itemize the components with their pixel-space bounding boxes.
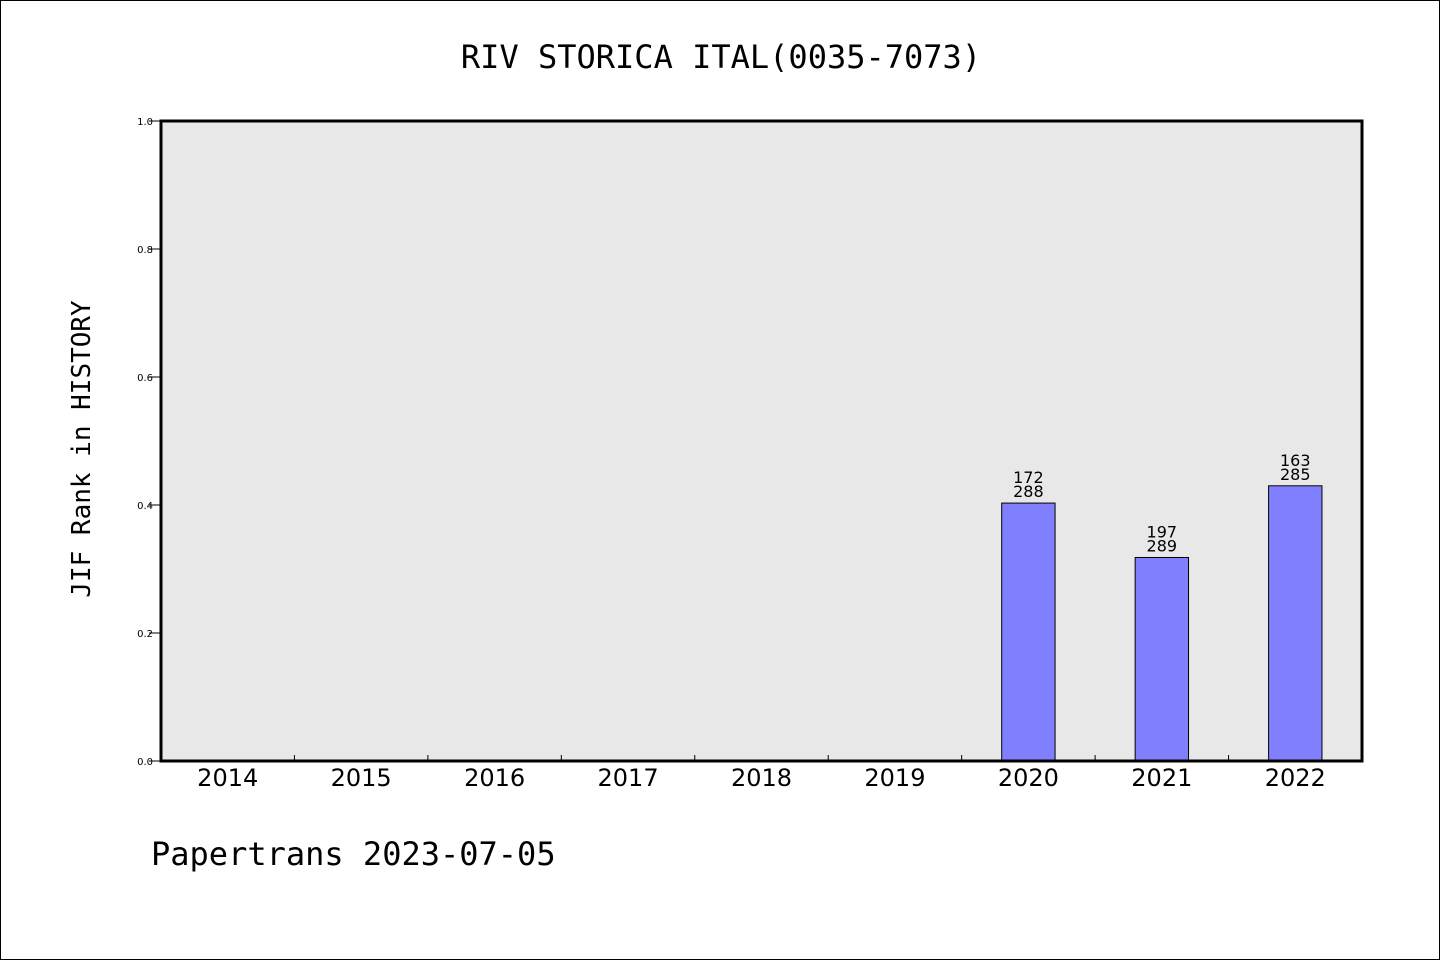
x-tick-label: 2017 (598, 764, 659, 792)
x-axis: 2014 2015 2016 2017 2018 2019 2020 2021 2022 (197, 755, 1326, 792)
x-tick-label: 2016 (464, 764, 525, 792)
y-tick-label: 0.2 (137, 629, 153, 640)
bar-rank-label: 163 (1280, 451, 1311, 470)
y-tick-label: 0.6 (137, 373, 153, 384)
footer-credit: Papertrans 2023-07-05 (151, 835, 556, 873)
bars-group (1001, 485, 1323, 762)
x-tick-label: 2020 (998, 764, 1059, 792)
y-axis-label: JIF Rank in HISTORY (67, 300, 97, 598)
plot-border (159, 119, 1364, 763)
x-tick-label: 2019 (864, 764, 925, 792)
y-tick-label: 0.8 (137, 245, 153, 256)
bar-2022 (1268, 485, 1323, 762)
bar-2020 (1001, 502, 1056, 762)
x-tick-label: 2021 (1131, 764, 1192, 792)
bar-2021 (1134, 556, 1190, 762)
x-tick-label: 2015 (331, 764, 392, 792)
x-tick-label: 2018 (731, 764, 792, 792)
x-tick-label: 2014 (197, 764, 258, 792)
bar-rank-label: 197 (1147, 522, 1178, 541)
y-axis: 0.0 0.2 0.4 0.6 0.8 1.0 (137, 117, 161, 768)
x-tick-label: 2022 (1265, 764, 1326, 792)
y-tick-label: 0.0 (137, 757, 153, 768)
y-tick-label: 0.4 (137, 501, 153, 512)
chart-title: RIV STORICA ITAL(0035-7073) (461, 38, 981, 76)
bar-rank-label: 172 (1013, 468, 1044, 487)
y-tick-label: 1.0 (137, 117, 153, 128)
bar-total-label: 285 (1280, 465, 1311, 484)
bar-total-label: 288 (1013, 482, 1044, 501)
bar-total-label: 289 (1147, 536, 1178, 555)
